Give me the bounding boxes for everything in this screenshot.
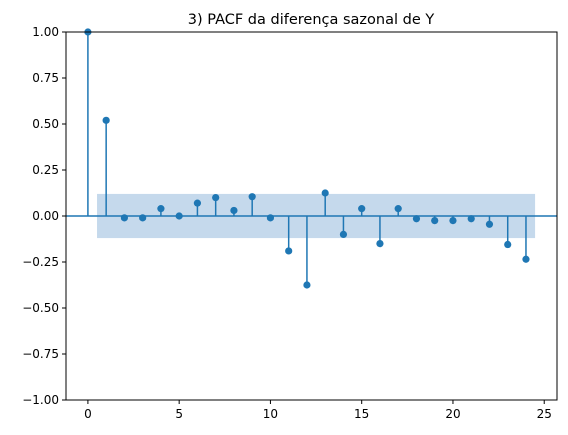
stem-marker [522, 255, 530, 263]
y-tick-label: −0.50 [22, 301, 59, 315]
x-tick-label: 0 [84, 407, 92, 421]
stem-marker [449, 217, 457, 225]
x-tick-label: 25 [537, 407, 552, 421]
stem-marker [467, 215, 475, 223]
stem-marker [102, 116, 110, 124]
y-tick-label: 0.25 [32, 163, 59, 177]
stem-marker [485, 220, 494, 228]
y-tick-label: −0.25 [22, 255, 59, 269]
x-tick-label: 5 [175, 407, 183, 421]
stem-marker [212, 194, 220, 202]
stem-marker [394, 205, 402, 213]
y-tick-label: 1.00 [32, 25, 59, 39]
y-tick-label: 0.75 [32, 71, 59, 85]
stem-marker [412, 215, 421, 223]
marker-layer [84, 28, 530, 289]
x-tick-label: 20 [445, 407, 460, 421]
stem-marker [504, 240, 512, 249]
stem-marker [120, 214, 129, 222]
x-tick-label: 10 [263, 407, 278, 421]
chart-title: 3) PACF da diferença sazonal de Y [188, 12, 435, 28]
stem-marker [285, 247, 293, 255]
stem-marker [339, 230, 348, 238]
x-tick-label: 15 [354, 407, 369, 421]
stem-marker [303, 281, 311, 289]
stem-marker [248, 193, 256, 201]
stem-marker [358, 205, 366, 213]
stem-marker [266, 214, 275, 222]
y-tick-label: 0.00 [32, 209, 59, 223]
stem-marker [193, 199, 202, 207]
x-axis-ticks: 0 5 10 15 20 25 [84, 400, 552, 421]
stem-marker [139, 214, 147, 222]
stem-marker [230, 206, 238, 215]
stem-marker [376, 240, 384, 248]
stem-marker [431, 217, 439, 225]
y-axis-ticks: 1.00 0.75 0.50 0.25 0.00 −0.25 −0.50 −0.75 −1.00 [22, 25, 66, 407]
y-tick-label: 0.50 [32, 117, 59, 131]
stem-marker [321, 189, 329, 197]
y-tick-label: −1.00 [22, 393, 59, 407]
stem-layer [87, 32, 527, 285]
y-tick-label: −0.75 [22, 347, 59, 361]
stem-marker [175, 212, 183, 220]
stem-marker [157, 205, 165, 213]
